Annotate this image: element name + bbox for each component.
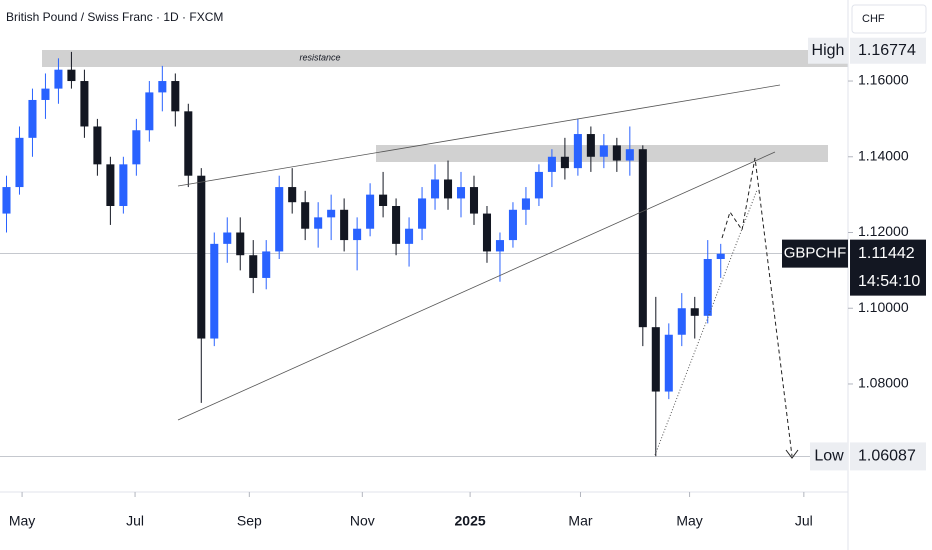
- candle-body: [690, 308, 699, 316]
- x-tick-label: May: [9, 513, 35, 529]
- high-tag: [808, 37, 848, 64]
- y-tick-label: 1.10000: [858, 299, 909, 315]
- candle-body: [223, 232, 232, 244]
- candle-body: [236, 232, 245, 256]
- candle-body: [80, 81, 89, 127]
- candle-body: [651, 327, 660, 392]
- symbol-tag: [782, 239, 848, 268]
- currency-box[interactable]: [851, 4, 927, 34]
- chart-title: British Pound / Swiss Franc · 1D · FXCM: [6, 10, 223, 24]
- candle-body: [158, 81, 167, 93]
- candle-body: [197, 175, 206, 339]
- candle-body: [119, 164, 128, 206]
- candle-body: [145, 92, 154, 131]
- low-tag-label: Low: [814, 448, 844, 465]
- high-value-box: [850, 37, 926, 64]
- candle-body: [353, 228, 362, 241]
- candle-body: [210, 243, 219, 339]
- candle-body: [262, 251, 271, 278]
- candle-body: [132, 130, 141, 165]
- low-value: 1.06087: [858, 448, 916, 465]
- candle-body: [249, 255, 258, 278]
- candle-body: [405, 228, 414, 244]
- candle-body: [703, 259, 712, 316]
- candle-body: [340, 209, 349, 241]
- candle-body: [288, 187, 297, 203]
- candle-body: [275, 187, 284, 252]
- candle-body: [482, 213, 492, 252]
- countdown: 14:54:10: [858, 273, 920, 290]
- candle-body: [534, 171, 543, 199]
- candle-body: [625, 149, 634, 161]
- candle-body: [93, 126, 102, 165]
- x-tick-label: Nov: [350, 513, 375, 529]
- candle-body: [314, 217, 323, 229]
- trend-line: [177, 84, 781, 187]
- candle-body: [677, 308, 686, 335]
- high-value: 1.16774: [858, 42, 916, 59]
- candle-body: [106, 164, 115, 206]
- arrow-head: [785, 449, 799, 459]
- candle-body: [54, 69, 63, 89]
- low-tag: [810, 442, 848, 471]
- x-tick-label: Jul: [795, 513, 813, 529]
- zone-label: resistance: [299, 52, 340, 62]
- resistance-zone: [42, 50, 848, 67]
- candle-body: [171, 81, 180, 112]
- candle-body: [521, 198, 530, 210]
- x-tick-label: Mar: [568, 513, 592, 529]
- candle-body: [418, 198, 427, 229]
- candle-body: [508, 209, 517, 241]
- candle-body: [2, 187, 11, 214]
- trend-line: [177, 151, 776, 421]
- candle-body: [638, 149, 647, 328]
- last-value: 1.11442: [858, 245, 915, 262]
- candle-body: [443, 179, 453, 199]
- x-tick-label: May: [676, 513, 702, 529]
- low-value-box: [850, 442, 926, 471]
- candle-body: [612, 145, 621, 161]
- x-tick-label: Jul: [126, 513, 144, 529]
- candle-body: [547, 156, 556, 172]
- candle-body: [716, 253, 725, 260]
- y-tick-label: 1.16000: [858, 72, 909, 88]
- x-tick-label: Sep: [237, 513, 262, 529]
- candle-body: [327, 209, 336, 218]
- candle-body: [599, 145, 608, 157]
- y-tick-label: 1.08000: [858, 375, 909, 391]
- last-value-box: [850, 239, 926, 296]
- candle-body: [301, 202, 310, 229]
- candle-body: [431, 179, 440, 199]
- candle-body: [184, 111, 193, 176]
- candle-body: [392, 205, 401, 244]
- y-tick-label: 1.12000: [858, 223, 909, 239]
- candle-body: [41, 88, 50, 100]
- drawings: [177, 84, 799, 459]
- candle-body: [456, 187, 466, 199]
- x-tick-label: 2025: [455, 513, 486, 529]
- candle-body: [586, 134, 595, 157]
- currency: CHF: [862, 13, 885, 25]
- symbol: GBPCHF: [784, 245, 847, 262]
- candle-body: [28, 99, 37, 138]
- candle-body: [495, 240, 504, 252]
- candle-body: [15, 137, 24, 188]
- candle-body: [469, 187, 479, 214]
- high-tag-label: High: [812, 42, 845, 59]
- candle-body: [67, 69, 76, 82]
- y-tick-label: 1.14000: [858, 147, 909, 163]
- candle-body: [560, 156, 569, 169]
- candle-body: [573, 134, 582, 169]
- trend-line: [654, 189, 758, 456]
- candle-body: [366, 194, 375, 229]
- candle-body: [379, 194, 388, 206]
- candle-body: [664, 334, 673, 392]
